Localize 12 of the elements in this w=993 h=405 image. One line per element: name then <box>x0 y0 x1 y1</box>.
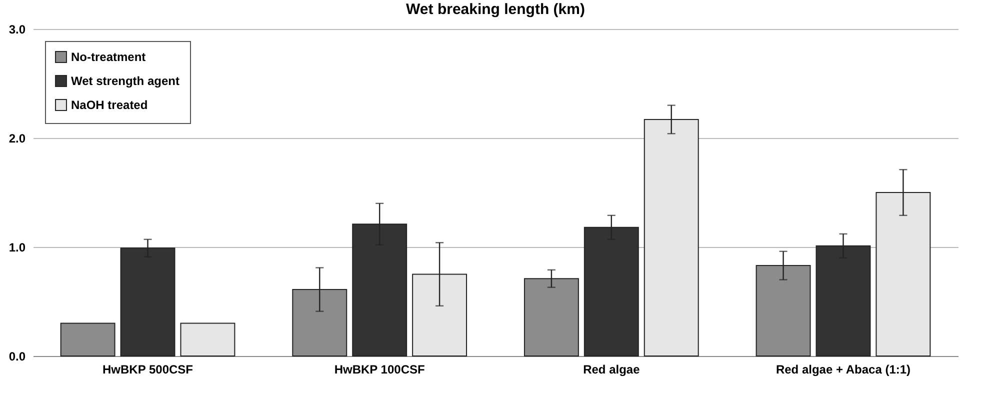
x-tick-label: Red algae <box>583 362 640 376</box>
y-tick-label: 0.0 <box>8 350 26 364</box>
y-tick-label: 2.0 <box>8 132 26 146</box>
y-tick-label: 3.0 <box>8 22 26 36</box>
y-tick-label: 1.0 <box>8 240 26 254</box>
x-tick-label: Red algae + Abaca (1:1) <box>776 362 911 376</box>
chart-title: Wet breaking length (km) <box>406 1 585 18</box>
legend-label: No-treatment <box>71 50 146 64</box>
x-tick-label: HwBKP 100CSF <box>334 362 425 376</box>
x-tick-label: HwBKP 500CSF <box>102 362 193 376</box>
legend-label: NaOH treated <box>71 98 148 112</box>
legend-label: Wet strength agent <box>71 74 180 88</box>
